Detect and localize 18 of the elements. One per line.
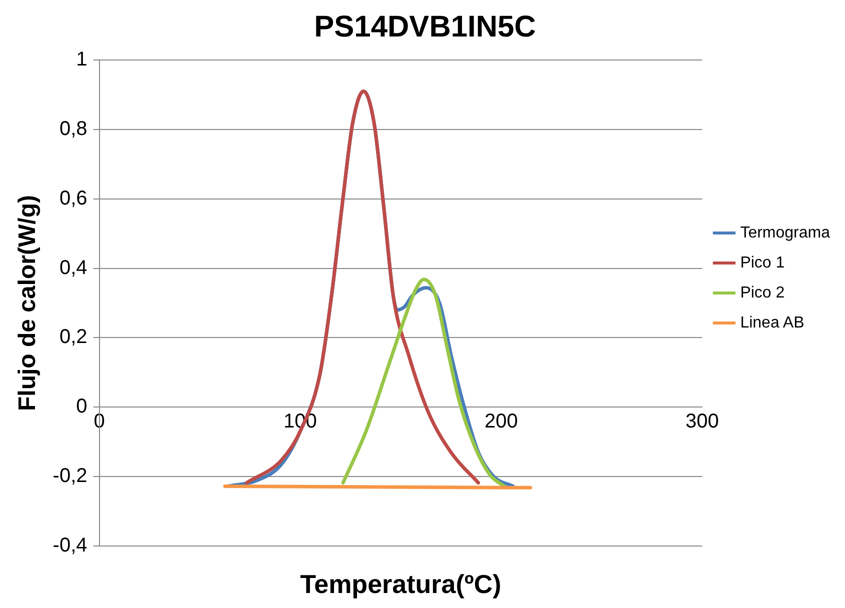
y-tick-label: -0,2	[52, 465, 88, 488]
legend-label: Linea AB	[740, 314, 804, 332]
x-tick-label: 300	[686, 410, 719, 433]
line-series	[244, 89, 480, 485]
y-tick-label: 1	[76, 48, 88, 71]
y-tick-label: 0	[76, 396, 88, 418]
y-tick-label: 0,8	[59, 118, 88, 140]
legend-label: Termograma	[740, 224, 830, 242]
legend-label: Pico 2	[740, 284, 785, 302]
y-tick-label: 0,4	[59, 256, 88, 279]
y-tick-label: 0,6	[59, 187, 88, 210]
y-tick-label: 0,2	[59, 326, 88, 348]
legend-label: Pico 1	[740, 254, 785, 272]
x-tick-label: 200	[484, 410, 518, 433]
chart-title: PS14DVB1IN5C	[314, 10, 536, 44]
y-tick-label: -0,4	[52, 534, 88, 557]
y-axis-title: Flujo de calor(W/g)	[14, 195, 42, 411]
x-axis-title: Temperatura(ºC)	[300, 569, 502, 600]
